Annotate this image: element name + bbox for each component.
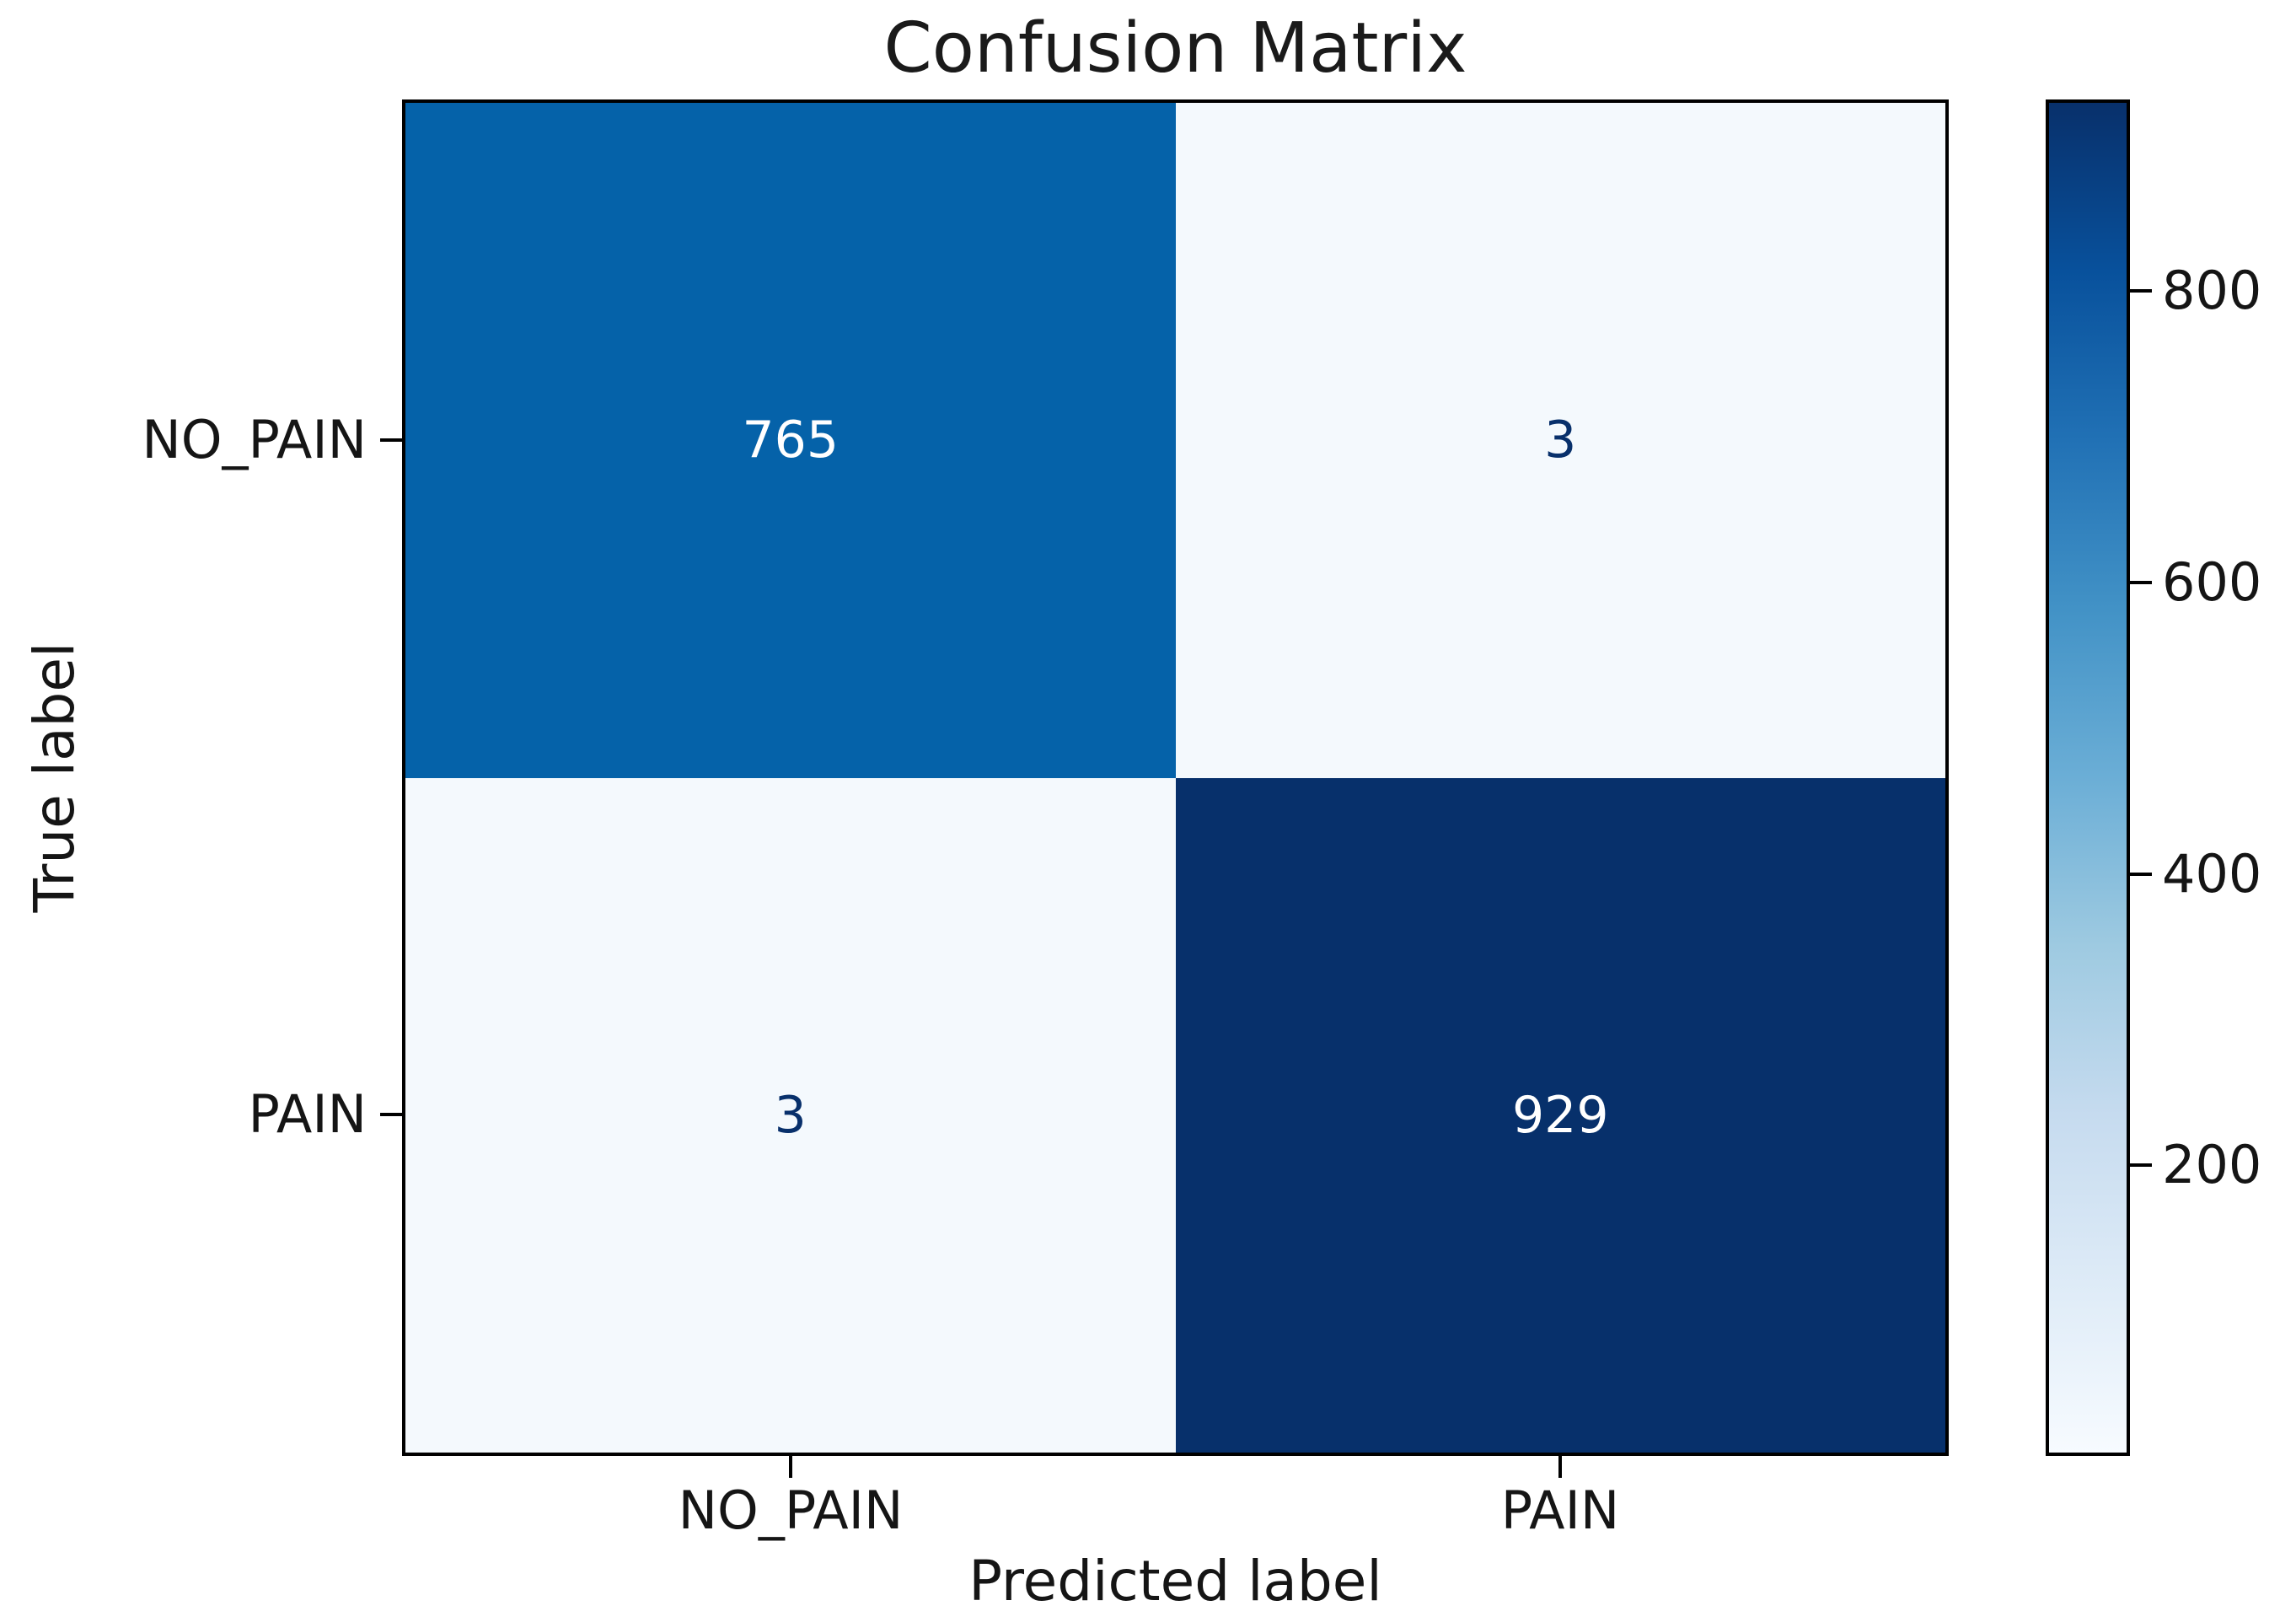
y-tick-mark <box>380 438 402 442</box>
y-tick-label-pain: PAIN <box>248 1083 367 1145</box>
colorbar-tick-mark <box>2130 1163 2152 1168</box>
matrix-cell-true-no_pain-pred-pain: 3 <box>1175 103 1945 778</box>
colorbar-tick-label: 400 <box>2162 842 2262 905</box>
y-tick-mark <box>380 1113 402 1116</box>
x-tick-mark <box>1558 1456 1562 1478</box>
colorbar-tick-mark <box>2130 872 2152 876</box>
x-tick-label-pain: PAIN <box>1500 1480 1620 1541</box>
colorbar <box>2046 99 2130 1456</box>
heatmap-grid: 765 3 3 929 <box>402 99 1949 1456</box>
x-tick-mark <box>789 1456 792 1478</box>
y-tick-label-no_pain: NO_PAIN <box>142 409 367 470</box>
colorbar-tick-label: 800 <box>2162 260 2262 322</box>
colorbar-tick-label: 600 <box>2162 551 2262 613</box>
colorbar-tick-mark <box>2130 289 2152 293</box>
matrix-cell-true-no_pain-pred-no_pain: 765 <box>405 103 1176 778</box>
x-axis-label: Predicted label <box>968 1549 1382 1614</box>
colorbar-tick-label: 200 <box>2162 1134 2262 1196</box>
chart-title: Confusion Matrix <box>883 8 1467 89</box>
colorbar-tick-mark <box>2130 580 2152 584</box>
x-tick-label-no_pain: NO_PAIN <box>678 1480 904 1541</box>
matrix-cell-true-pain-pred-no_pain: 3 <box>405 777 1176 1453</box>
matrix-cell-true-pain-pred-pain: 929 <box>1175 777 1945 1453</box>
